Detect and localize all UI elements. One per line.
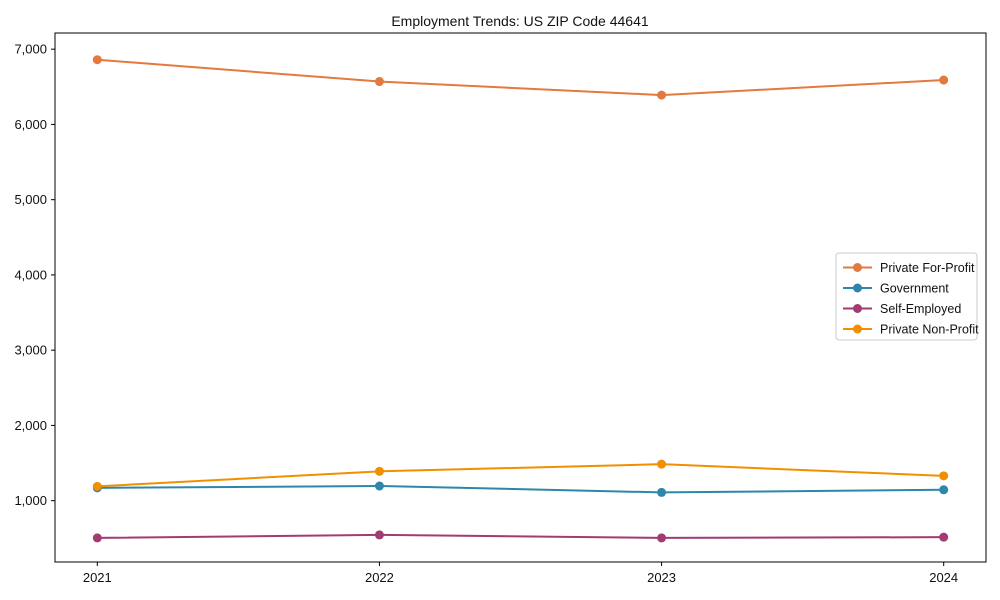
y-tick-label: 5,000 xyxy=(14,192,47,207)
data-point-private-for-profit-2023 xyxy=(657,90,667,100)
legend-marker-icon xyxy=(853,304,862,313)
series-line-government xyxy=(96,484,945,494)
data-point-private-non-profit-2023 xyxy=(657,459,667,469)
data-point-government-2022 xyxy=(374,481,384,491)
x-tick-label: 2022 xyxy=(365,570,394,585)
data-point-self-employed-2021 xyxy=(92,533,102,543)
y-tick-label: 1,000 xyxy=(14,493,47,508)
series-line-private-for-profit xyxy=(96,58,945,97)
chart-title: Employment Trends: US ZIP Code 44641 xyxy=(391,13,649,29)
series-line-private-non-profit xyxy=(96,463,945,488)
legend-label: Private Non-Profit xyxy=(880,323,979,337)
plot-border xyxy=(54,32,987,563)
data-point-private-non-profit-2024 xyxy=(939,471,949,481)
legend-marker-icon xyxy=(853,283,862,293)
legend-item-government: Government xyxy=(843,282,949,296)
y-tick-label: 2,000 xyxy=(14,418,47,433)
legend-label: Self-Employed xyxy=(880,302,961,316)
y-tick-label: 3,000 xyxy=(14,343,47,358)
y-tick-label: 4,000 xyxy=(14,267,47,282)
data-point-private-for-profit-2021 xyxy=(92,55,102,65)
y-tick-label: 7,000 xyxy=(14,42,47,57)
data-point-self-employed-2024 xyxy=(939,532,949,542)
legend-label: Government xyxy=(880,282,949,296)
series-line-self-employed xyxy=(96,533,945,539)
legend-item-private-for-profit: Private For-Profit xyxy=(843,261,975,275)
x-tick-label: 2024 xyxy=(929,570,958,585)
legend-label: Private For-Profit xyxy=(880,261,975,275)
legend-box xyxy=(835,252,978,341)
data-point-private-non-profit-2022 xyxy=(374,466,384,476)
legend-marker-icon xyxy=(853,263,862,272)
legend-item-private-non-profit: Private Non-Profit xyxy=(843,323,979,337)
series-group xyxy=(92,55,949,543)
data-point-government-2024 xyxy=(939,485,949,495)
data-point-self-employed-2023 xyxy=(657,533,667,543)
legend-item-self-employed: Self-Employed xyxy=(843,302,961,316)
axes: 1,000 2,000 3,000 4,000 5,000 6,000 7,000 2021 2… xyxy=(14,42,958,585)
plot-frame xyxy=(54,32,987,563)
data-point-private-for-profit-2022 xyxy=(374,77,384,87)
data-point-government-2023 xyxy=(657,487,667,497)
data-point-self-employed-2022 xyxy=(374,530,384,540)
legend: Private For-Profit Government Self-Employe… xyxy=(835,252,979,341)
y-tick-label: 6,000 xyxy=(14,117,47,132)
legend-marker-icon xyxy=(853,324,862,334)
x-tick-label: 2023 xyxy=(647,570,676,585)
x-tick-label: 2021 xyxy=(83,570,112,585)
data-point-private-for-profit-2024 xyxy=(939,75,949,85)
data-point-private-non-profit-2021 xyxy=(92,481,102,491)
